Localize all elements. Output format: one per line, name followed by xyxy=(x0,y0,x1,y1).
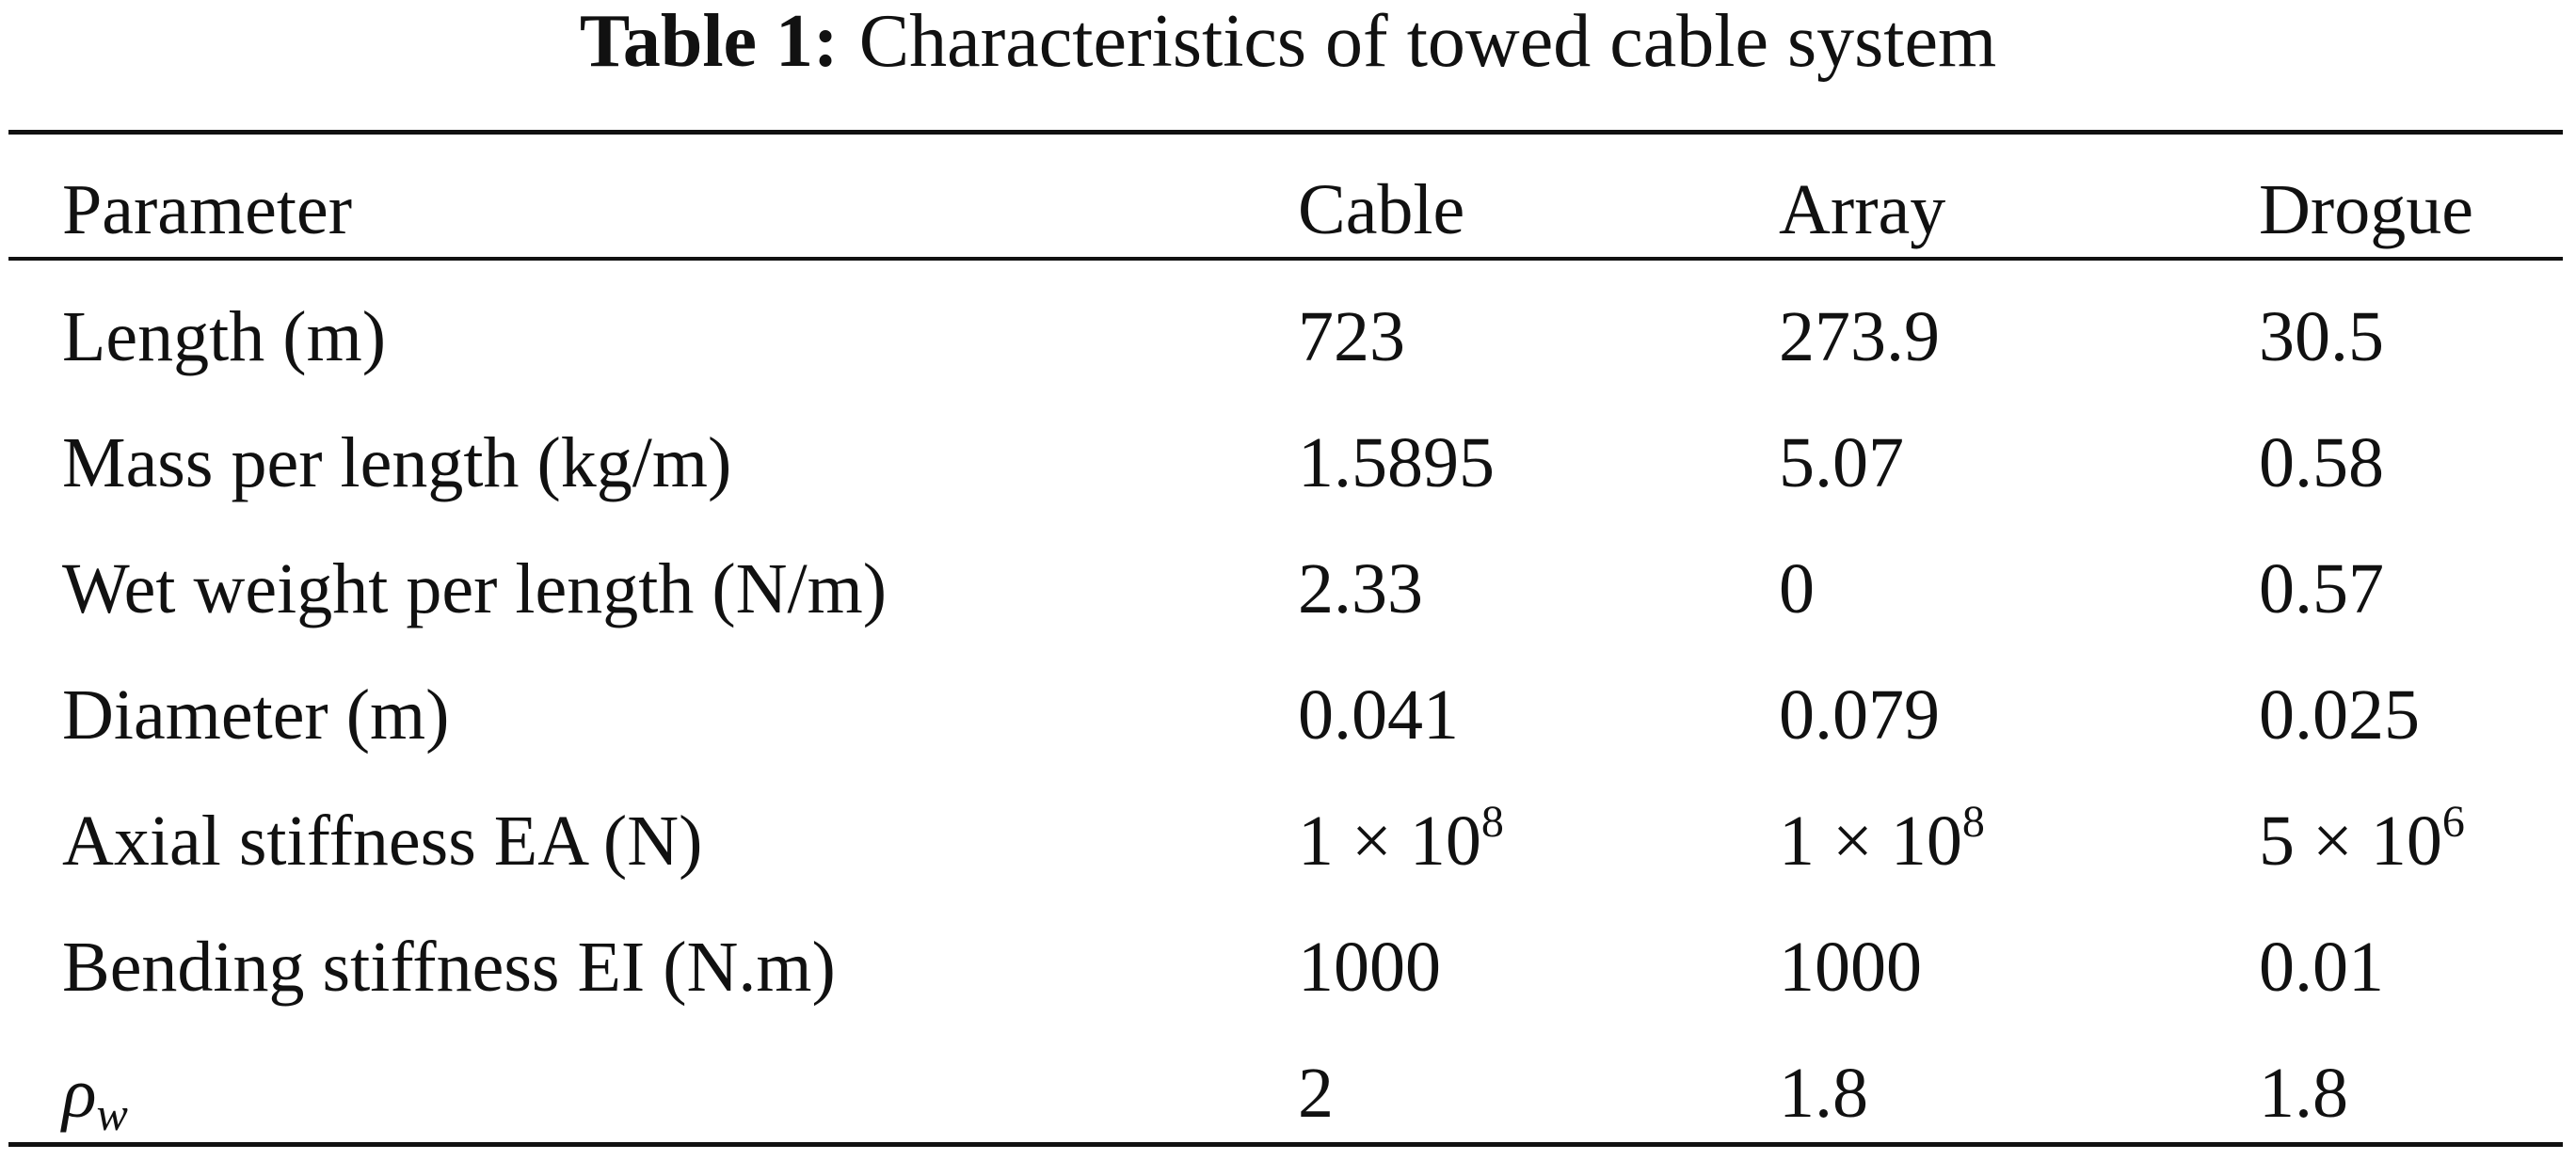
cell-text: 1 × 10 xyxy=(1298,802,1481,881)
table-cell: 5.07 xyxy=(1779,423,1904,502)
table-cell: Wet weight per length (N/m) xyxy=(62,549,888,628)
table-cell: 723 xyxy=(1298,297,1405,376)
table-cell: 1000 xyxy=(1298,928,1441,1007)
table-cell: Drogue xyxy=(2259,170,2473,249)
table-cell: 1 × 108 xyxy=(1779,800,1985,881)
top-rule xyxy=(8,130,2563,135)
table-cell: 0.041 xyxy=(1298,675,1459,755)
table-cell: 0.079 xyxy=(1779,675,1940,755)
table-cell: 0.025 xyxy=(2259,675,2420,755)
table-cell: 0.01 xyxy=(2259,928,2384,1007)
table-cell: Array xyxy=(1779,170,1946,249)
table-cell: 1.8 xyxy=(2259,1054,2348,1133)
table-cell: Bending stiffness EI (N.m) xyxy=(62,928,836,1007)
table-cell: Cable xyxy=(1298,170,1465,249)
bottom-rule xyxy=(8,1142,2563,1147)
table-cell: 30.5 xyxy=(2259,297,2384,376)
table-cell: ρw xyxy=(62,1054,128,1137)
table-cell: Parameter xyxy=(62,170,353,249)
header-rule xyxy=(8,257,2563,261)
table-cell: 0.57 xyxy=(2259,549,2384,628)
table-cell: 2 xyxy=(1298,1054,1334,1133)
cell-text: 1 × 10 xyxy=(1779,802,1962,881)
caption-text: Characteristics of towed cable system xyxy=(858,0,1997,83)
table-cell: 1 × 108 xyxy=(1298,800,1504,881)
exponent: 8 xyxy=(1961,797,1985,847)
caption-label: Table 1: xyxy=(579,0,839,83)
table-cell: 5 × 106 xyxy=(2259,800,2465,881)
table-cell: Length (m) xyxy=(62,297,387,376)
table-cell: 1000 xyxy=(1779,928,1922,1007)
table-cell: 2.33 xyxy=(1298,549,1423,628)
table-cell: 0 xyxy=(1779,549,1815,628)
table-cell: 1.5895 xyxy=(1298,423,1495,502)
table-cell: 0.58 xyxy=(2259,423,2384,502)
table-cell: Mass per length (kg/m) xyxy=(62,423,732,502)
exponent: 8 xyxy=(1480,797,1504,847)
table-cell: 1.8 xyxy=(1779,1054,1868,1133)
table-cell: Diameter (m) xyxy=(62,675,450,755)
cell-text: ρ xyxy=(62,1054,97,1133)
exponent: 6 xyxy=(2441,797,2465,847)
cell-text: 5 × 10 xyxy=(2259,802,2442,881)
caption: Table 1: Characteristics of towed cable s… xyxy=(0,4,2576,79)
table-cell: 273.9 xyxy=(1779,297,1940,376)
table-cell: Axial stiffness EA (N) xyxy=(62,802,703,881)
subscript: w xyxy=(96,1088,128,1140)
